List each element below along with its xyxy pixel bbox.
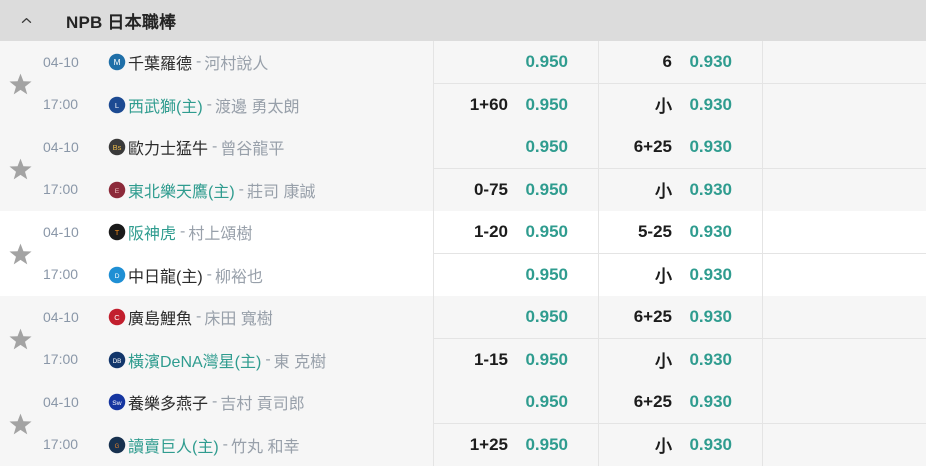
svg-text:Sw: Sw bbox=[112, 400, 122, 407]
svg-text:C: C bbox=[114, 313, 120, 322]
svg-text:G: G bbox=[115, 444, 120, 450]
svg-text:Bs: Bs bbox=[113, 143, 122, 152]
svg-text:L: L bbox=[115, 101, 119, 110]
svg-text:D: D bbox=[115, 273, 120, 280]
svg-text:DB: DB bbox=[113, 358, 122, 365]
svg-text:T: T bbox=[115, 228, 120, 237]
svg-text:M: M bbox=[114, 58, 121, 67]
svg-text:E: E bbox=[115, 188, 120, 195]
